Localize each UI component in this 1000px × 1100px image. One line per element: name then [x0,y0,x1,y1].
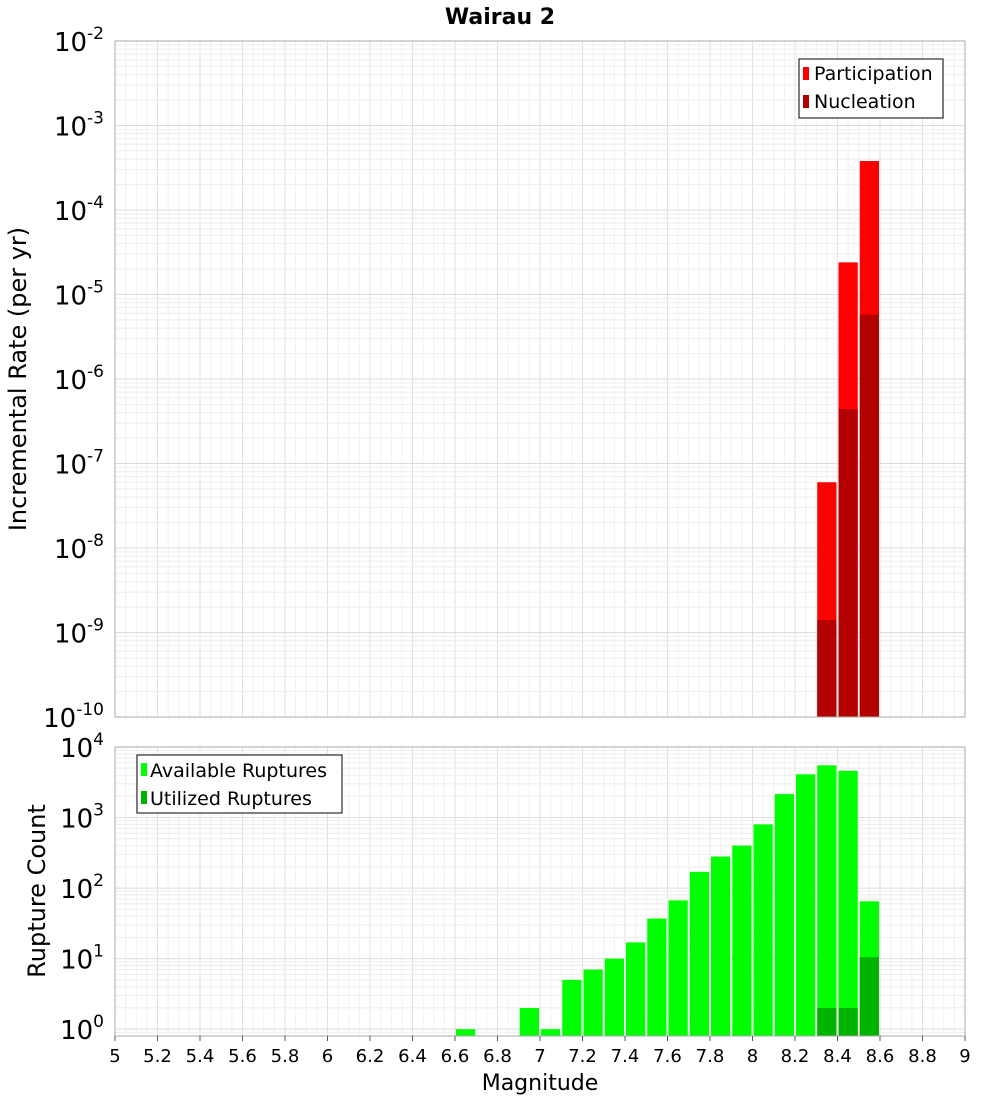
x-tick-label: 5.4 [186,1046,215,1067]
x-tick-label: 7 [534,1046,545,1067]
bottom-y-tick-label: 103 [60,801,104,835]
bottom-y-tick-label: 101 [60,942,104,976]
top-bars [817,161,879,717]
bottom-legend-box [136,754,343,814]
top-y-tick-label: 10-7 [54,447,104,481]
chart-title: Wairau 2 [445,5,555,30]
legend-label-participation: Participation [814,63,933,85]
x-tick-label: 6.2 [356,1046,385,1067]
top-plot-frame [114,40,966,718]
top-y-tick-label: 10-6 [54,362,104,396]
bottom-legend: Available Ruptures Utilized Ruptures [136,754,343,814]
bottom-bar-available-ruptures [753,824,773,1036]
bottom-bar-available-ruptures [838,770,858,1036]
x-tick-label: 6.8 [483,1046,512,1067]
bottom-bar-available-ruptures [626,942,646,1036]
top-y-tick-label: 10-10 [43,700,104,734]
top-y-tick-label: 10-8 [54,531,104,565]
bottom-bar-available-ruptures [732,845,752,1036]
x-tick-label: 5.6 [228,1046,257,1067]
bottom-y-tick-label: 100 [60,1012,104,1046]
top-bar-nucleation [838,409,858,717]
top-y-tick-label: 10-9 [54,616,104,650]
bottom-bar-available-ruptures [604,958,624,1036]
bottom-bar-available-ruptures [647,918,667,1036]
bottom-y-tick-label: 102 [60,871,104,905]
top-y-tick-label: 10-2 [54,24,104,58]
top-y-tick-label: 10-5 [54,278,104,312]
bottom-bar-utilized-ruptures [859,957,879,1036]
bottom-bar-available-ruptures [456,1029,476,1036]
top-y-tick-label: 10-3 [54,109,104,143]
bottom-bar-available-ruptures [583,969,603,1036]
x-tick-label: 5.8 [271,1046,300,1067]
bottom-bar-available-ruptures [668,900,688,1036]
top-grid [114,40,966,718]
x-tick-label: 8.6 [866,1046,895,1067]
top-legend: Participation Nucleation [798,58,944,119]
x-tick-label: 7.6 [653,1046,682,1067]
legend-swatch-participation [803,67,809,80]
top-y-axis-label: Incremental Rate (per yr) [4,227,32,531]
bottom-y-ticks: 100 101 102 103 104 [60,730,104,1046]
x-tick-label: 8.4 [823,1046,852,1067]
bottom-bars [456,765,879,1036]
bottom-bar-available-ruptures [796,774,816,1036]
x-tick-label: 5 [109,1046,120,1067]
x-tick-label: 6.4 [398,1046,427,1067]
top-legend-box [798,58,944,119]
x-tick-label: 8 [747,1046,758,1067]
x-tick-label: 7.4 [611,1046,640,1067]
legend-label-nucleation: Nucleation [814,91,916,113]
top-bar-nucleation [859,314,879,717]
bottom-panel: 100 101 102 103 104 5 5.2 5.4 5.6 5.8 6 6.2 6.4 6.6 6… [23,730,971,1096]
x-tick-label: 8.8 [908,1046,937,1067]
top-panel: 10-10 10-9 10-8 10-7 10-6 10-5 10-4 10-3 10-2 In… [4,24,966,734]
x-tick-label: 6.6 [441,1046,470,1067]
x-tick-label: 5.2 [143,1046,172,1067]
legend-swatch-utilized [141,791,147,804]
bottom-bar-available-ruptures [519,1007,539,1036]
x-tick-label: 7.8 [696,1046,725,1067]
bottom-bar-available-ruptures [689,871,709,1036]
x-tick-label: 9 [959,1046,970,1067]
top-y-ticks: 10-10 10-9 10-8 10-7 10-6 10-5 10-4 10-3 10-2 [43,24,104,734]
legend-swatch-available [141,763,147,776]
legend-swatch-nucleation [803,95,809,108]
bottom-bar-available-ruptures [541,1029,561,1036]
x-tick-label: 7.2 [568,1046,597,1067]
bottom-bar-utilized-ruptures [817,1007,837,1036]
bottom-bar-available-ruptures [774,794,794,1036]
bottom-bar-utilized-ruptures [838,1007,858,1036]
bottom-y-tick-label: 104 [60,730,104,764]
legend-label-utilized: Utilized Ruptures [150,788,312,810]
top-bar-nucleation [817,620,837,717]
top-y-tick-label: 10-4 [54,193,104,227]
x-axis-label: Magnitude [482,1071,599,1096]
bottom-bar-available-ruptures [711,856,731,1036]
x-tick-label: 6 [322,1046,333,1067]
bottom-bar-available-ruptures [562,979,582,1036]
legend-label-available: Available Ruptures [150,760,327,782]
bottom-y-axis-label: Rupture Count [23,804,51,978]
bottom-bar-available-ruptures [817,765,837,1036]
x-tick-label: 8.2 [781,1046,810,1067]
x-ticks: 5 5.2 5.4 5.6 5.8 6 6.2 6.4 6.6 6.8 7 7.2 7.4 7.6 7.8 8… [109,1036,971,1067]
